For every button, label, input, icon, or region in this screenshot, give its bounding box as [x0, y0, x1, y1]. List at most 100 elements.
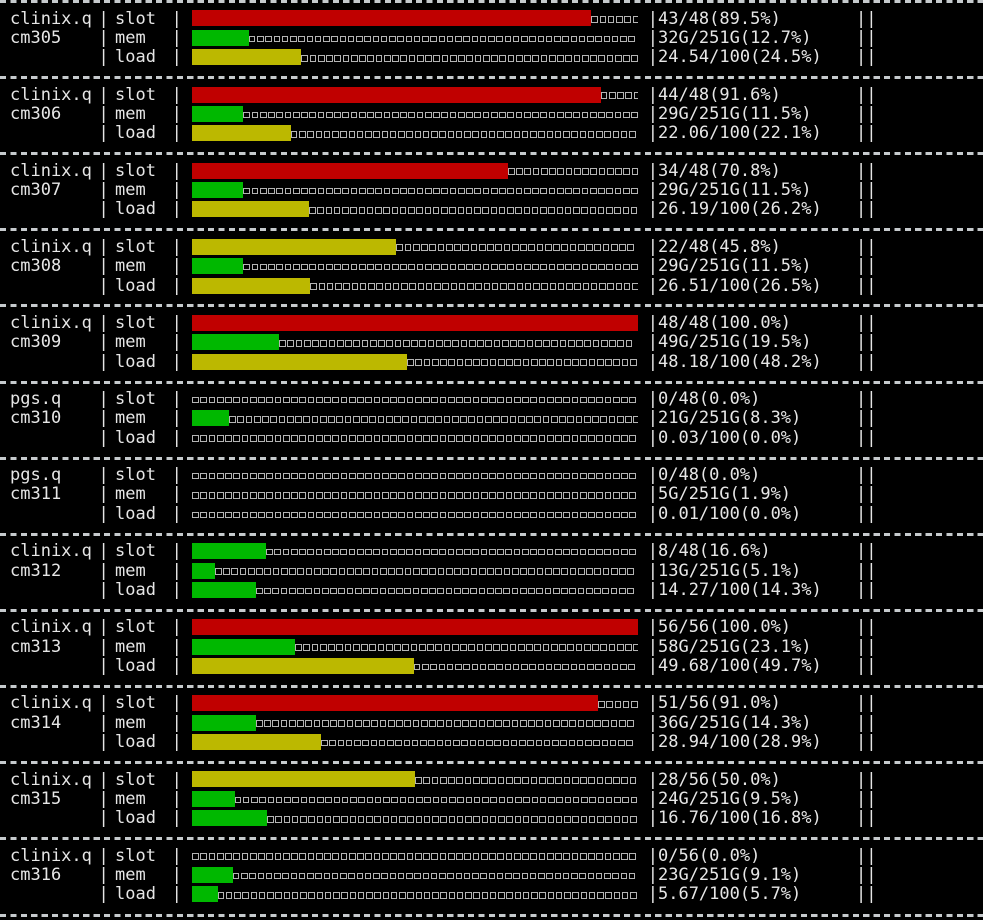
empty-cell: [414, 131, 422, 138]
empty-cell: [419, 339, 426, 347]
usage-bar: [192, 618, 639, 637]
usage-bar-fill: [192, 410, 230, 427]
empty-cell: [340, 853, 348, 860]
empty-cell: [299, 548, 306, 556]
empty-cell: [424, 796, 431, 804]
empty-cell: [352, 644, 360, 651]
empty-cell: [379, 587, 387, 595]
empty-cell: [291, 815, 299, 823]
column-separator: |: [171, 769, 182, 790]
empty-cell: [579, 511, 587, 519]
empty-cell: [367, 54, 375, 62]
empty-cell: [225, 511, 232, 519]
empty-cell: [505, 777, 513, 784]
empty-cell: [270, 416, 278, 423]
column-separator: |: [171, 84, 182, 105]
empty-cell: [340, 492, 348, 499]
empty-cell: [241, 472, 249, 480]
empty-cell: [556, 263, 564, 271]
empty-cell: [486, 587, 494, 595]
empty-cell: [225, 396, 232, 404]
empty-cell: [365, 435, 373, 443]
empty-cell: [614, 207, 621, 214]
empty-cell: [423, 472, 430, 480]
empty-cell: [629, 435, 637, 443]
empty-cell: [251, 187, 259, 195]
empty-cell: [389, 548, 397, 556]
empty-cell: [599, 16, 607, 23]
empty-cell: [497, 777, 505, 784]
empty-cell: [280, 587, 288, 595]
empty-cell: [347, 35, 355, 43]
slot-line: clinix.q | slot | | 34/48(70.8%) ||: [0, 161, 983, 181]
usage-bar: [192, 809, 638, 828]
usage-value: 22.06/100(22.1%): [657, 123, 822, 144]
empty-cell: [446, 35, 454, 43]
empty-cell: [415, 892, 423, 899]
empty-cell: [547, 892, 555, 899]
empty-cell: [408, 111, 416, 119]
node-block: clinix.q | slot | | 22/48(45.8%) || cm30…: [0, 228, 983, 304]
empty-cell: [284, 111, 292, 119]
empty-cell: [307, 492, 315, 499]
column-separator: |: [98, 484, 109, 505]
empty-cell: [449, 54, 457, 62]
empty-cell: [480, 492, 488, 499]
empty-cell: [214, 568, 222, 575]
empty-cell: [315, 396, 323, 404]
empty-cell: [621, 435, 628, 443]
empty-cell: [474, 207, 481, 214]
empty-cell: [249, 511, 257, 519]
empty-cell: [297, 720, 304, 728]
node-lines: pgs.q | slot | | 0/48(0.0%) || cm310 | m…: [0, 381, 983, 448]
empty-cell: [441, 207, 448, 214]
empty-cell: [515, 796, 522, 804]
empty-cell: [322, 568, 329, 575]
empty-cell: [571, 777, 579, 784]
empty-cell: [338, 568, 346, 575]
empty-cell: [397, 872, 405, 880]
empty-cell: [497, 396, 505, 404]
empty-cell: [283, 892, 291, 899]
empty-cell: [517, 644, 525, 651]
empty-cell: [624, 16, 631, 23]
empty-cell: [555, 511, 562, 519]
empty-cell: [408, 207, 415, 214]
empty-cell: [249, 472, 257, 480]
empty-cell: [621, 492, 628, 499]
node-block: clinix.q | slot | | 51/56(91.0%) || cm31…: [0, 684, 983, 761]
empty-cell: [585, 720, 593, 728]
empty-cell: [367, 111, 374, 119]
empty-cell: [423, 359, 431, 366]
empty-cell: [416, 207, 423, 214]
empty-cell: [588, 815, 596, 823]
empty-cell: [284, 187, 292, 195]
empty-cell: [346, 587, 354, 595]
empty-cell: [407, 796, 415, 804]
empty-cell: [383, 796, 390, 804]
empty-cell: [358, 796, 365, 804]
empty-cell: [521, 131, 529, 138]
empty-cell: [407, 892, 414, 899]
slot-line: clinix.q | slot | | 43/48(89.5%) ||: [0, 9, 983, 29]
usage-value: 36G/251G(14.3%): [657, 712, 812, 733]
empty-cell: [431, 359, 439, 366]
empty-cell: [529, 872, 537, 880]
empty-cell: [565, 54, 573, 62]
usage-bar: [192, 9, 639, 28]
empty-cell: [536, 244, 544, 252]
empty-cell: [563, 435, 571, 443]
empty-cell: [564, 796, 572, 804]
usage-bar: [192, 656, 638, 675]
node-lines: clinix.q | slot | | 56/56(100.0%) || cm3…: [0, 609, 983, 676]
empty-cell: [595, 663, 602, 671]
empty-cell: [588, 396, 595, 404]
empty-cell: [383, 111, 391, 119]
empty-cell: [318, 283, 326, 290]
empty-cell: [511, 720, 519, 728]
empty-cell: [456, 815, 464, 823]
empty-cell: [273, 35, 281, 43]
empty-cell: [340, 396, 348, 404]
empty-cell: [501, 416, 509, 423]
column-separator: |: [647, 236, 658, 257]
